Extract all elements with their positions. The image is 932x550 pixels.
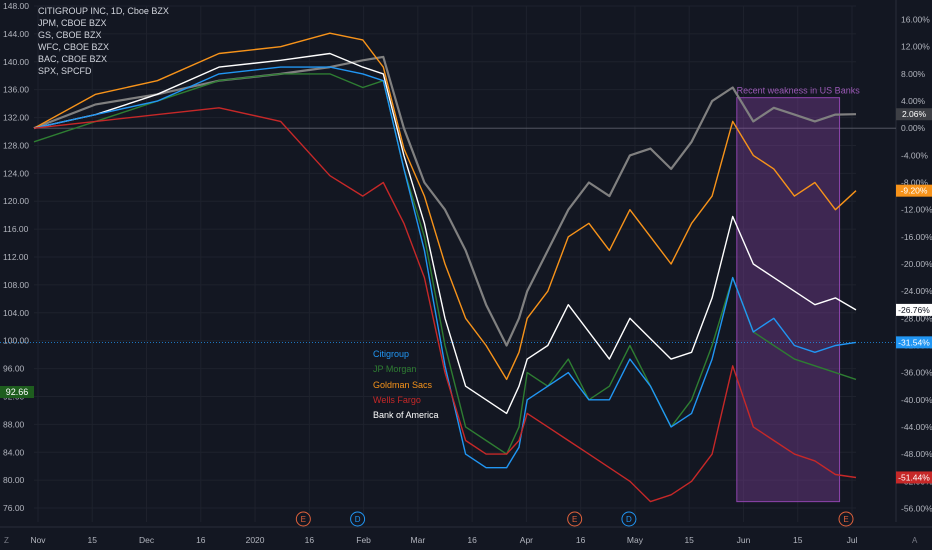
series-line-wells-fargo (33, 107, 857, 503)
legend-line: JPM, CBOE BZX (38, 18, 107, 28)
x-tick-label: 16 (305, 535, 315, 545)
y-left-tick-label: 124.00 (3, 168, 29, 178)
series-label-jp-morgan: JP Morgan (373, 364, 417, 374)
y-right-tick-label: 16.00% (901, 15, 930, 25)
corner-z[interactable]: Z (4, 536, 9, 545)
y-right-tick-label: -56.00% (901, 503, 932, 513)
event-marker-circle (838, 511, 854, 527)
x-tick-label: 16 (196, 535, 206, 545)
y-left-tick-label: 108.00 (3, 280, 29, 290)
y-right-tick-label: -28.00% (901, 313, 932, 323)
value-badge-label: -51.44% (898, 472, 930, 482)
y-left-tick-label: 84.00 (3, 447, 25, 457)
y-left-tick-label: 100.00 (3, 336, 29, 346)
y-right-tick-label: -16.00% (901, 232, 932, 242)
value-badge-bg (896, 303, 932, 316)
y-right-tick-label: -24.00% (901, 286, 932, 296)
x-tick-label: Jul (847, 535, 858, 545)
y-left-tick-label: 96.00 (3, 364, 25, 374)
x-tick-label: 15 (793, 535, 803, 545)
series-label-citigroup: Citigroup (373, 349, 410, 359)
x-tick-label: 16 (576, 535, 586, 545)
y-left-tick-label: 88.00 (3, 419, 25, 429)
y-left-tick-label: 132.00 (3, 113, 29, 123)
event-marker-label: D (355, 515, 361, 524)
x-tick-label: Feb (356, 535, 371, 545)
x-tick-label: May (627, 535, 644, 545)
y-left-tick-label: 140.00 (3, 57, 29, 67)
x-tick-label: Nov (30, 535, 46, 545)
y-right-tick-label: -40.00% (901, 395, 932, 405)
x-tick-label: 2020 (246, 535, 265, 545)
x-tick-label: Apr (520, 535, 533, 545)
event-marker-label: E (301, 515, 306, 524)
event-marker-label: E (572, 515, 577, 524)
x-tick-label: 16 (467, 535, 477, 545)
value-badge-label: -31.54% (898, 337, 930, 347)
y-left-tick-label: 76.00 (3, 503, 25, 513)
y-left-tick-label: 136.00 (3, 85, 29, 95)
y-left-tick-label: 112.00 (3, 252, 29, 262)
y-right-tick-label: -36.00% (901, 368, 932, 378)
value-badge-bg (896, 108, 932, 121)
value-badge-bg (896, 471, 932, 484)
series-label-wells-fargo: Wells Fargo (373, 395, 421, 405)
event-marker-circle (295, 511, 311, 527)
series-line-bank-of-america (33, 52, 857, 415)
series-label-goldman-sachs: Goldman Sacs (373, 380, 433, 390)
y-right-tick-label: 0.00% (901, 123, 926, 133)
corner-a[interactable]: A (912, 536, 918, 545)
event-marker-label: E (843, 515, 848, 524)
y-right-tick-label: -20.00% (901, 259, 932, 269)
x-tick-label: Jun (737, 535, 751, 545)
value-badge-bg (896, 184, 932, 197)
legend-line: CITIGROUP INC, 1D, Cboe BZX (38, 6, 169, 16)
y-left-tick-label: 144.00 (3, 29, 29, 39)
x-tick-label: 15 (684, 535, 694, 545)
series-line-spx (33, 55, 857, 347)
event-marker-circle (350, 511, 366, 527)
left-price-badge: 92.66 (0, 386, 34, 398)
y-right-tick-label: 12.00% (901, 42, 930, 52)
value-badge-bg (896, 336, 932, 349)
y-right-tick-label: -12.00% (901, 205, 932, 215)
x-tick-label: Mar (411, 535, 426, 545)
chart-legend: CITIGROUP INC, 1D, Cboe BZX JPM, CBOE BZ… (38, 5, 169, 77)
y-right-tick-label: -48.00% (901, 449, 932, 459)
annotation-box (736, 97, 841, 503)
event-marker-circle (621, 511, 637, 527)
y-right-tick-label: -8.00% (901, 178, 928, 188)
x-tick-label: Dec (139, 535, 155, 545)
y-left-tick-label: 148.00 (3, 1, 29, 11)
legend-line: SPX, SPCFD (38, 66, 92, 76)
y-left-tick-label: 104.00 (3, 308, 29, 318)
legend-line: GS, CBOE BZX (38, 30, 102, 40)
x-tick-label: 15 (88, 535, 98, 545)
series-label-bank-of-america: Bank of America (373, 410, 439, 420)
y-left-tick-label: 120.00 (3, 196, 29, 206)
y-right-tick-label: -44.00% (901, 422, 932, 432)
y-left-tick-label: 116.00 (3, 224, 29, 234)
event-marker-circle (567, 511, 583, 527)
legend-line: WFC, CBOE BZX (38, 42, 110, 52)
value-badge-label: -26.76% (898, 305, 930, 315)
y-right-tick-label: -4.00% (901, 150, 928, 160)
value-badge-label: 2.06% (902, 109, 927, 119)
series-line-goldman-sacs (33, 32, 857, 381)
y-right-tick-label: 8.00% (901, 69, 926, 79)
legend-line: BAC, CBOE BZX (38, 54, 108, 64)
series-line-citigroup (33, 66, 857, 469)
annotation-text: Recent weakness in US Banks (737, 86, 861, 96)
y-left-tick-label: 128.00 (3, 140, 29, 150)
y-left-tick-label: 80.00 (3, 475, 25, 485)
value-badge-label: -9.20% (901, 186, 928, 196)
event-marker-label: D (626, 515, 632, 524)
y-right-tick-label: 4.00% (901, 96, 926, 106)
